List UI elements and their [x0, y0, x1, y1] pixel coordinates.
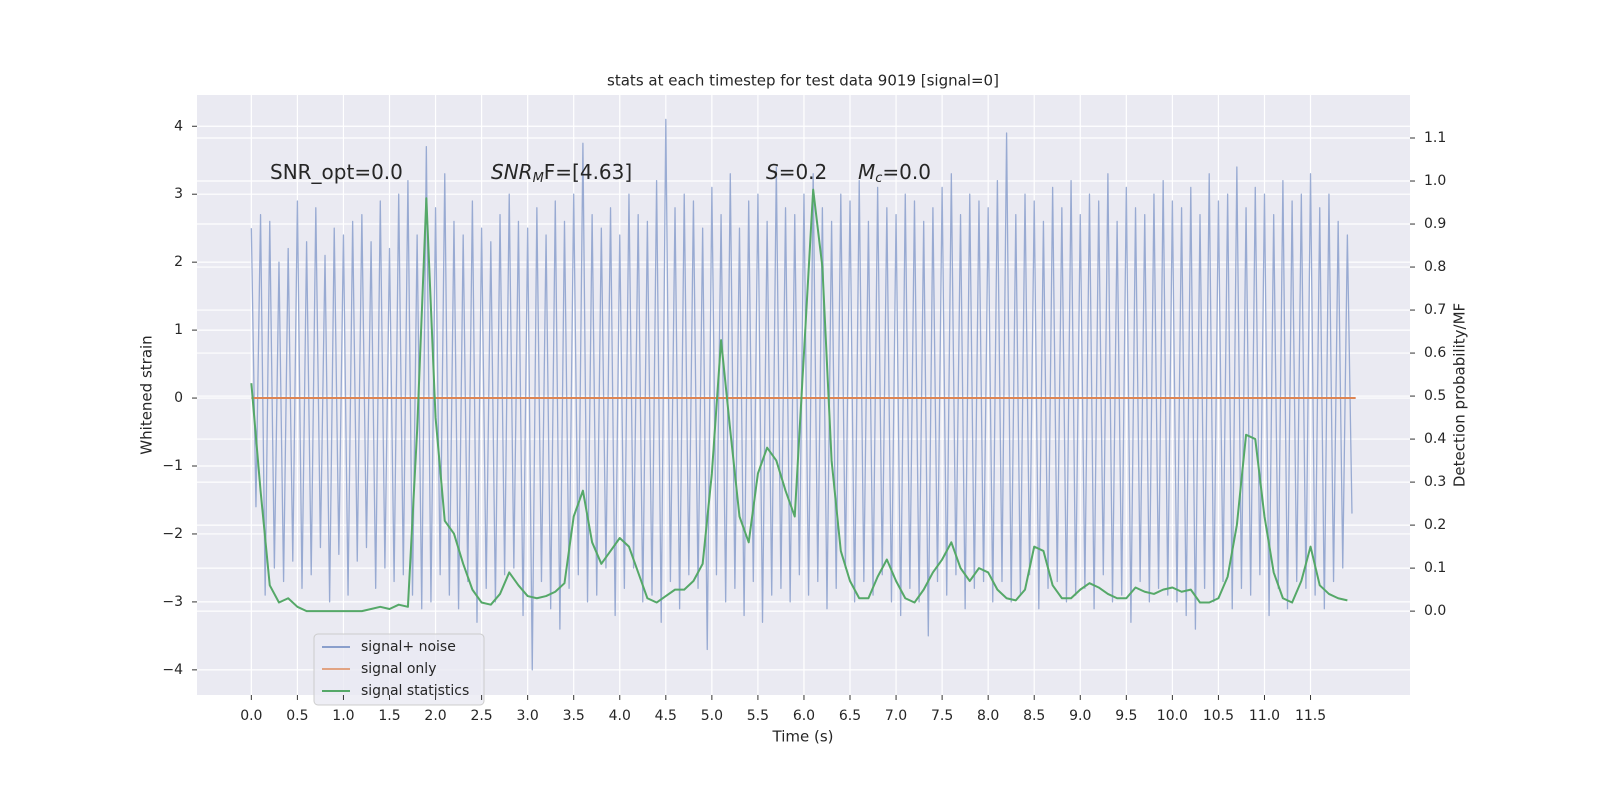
annotation: SNRMF=[4.63] [491, 160, 632, 186]
y-axis-label: Whitened strain [138, 335, 156, 454]
y-tick-label: 1 [174, 322, 183, 338]
series-line [250, 188, 1348, 613]
y2-tick-label: 0.3 [1424, 474, 1446, 490]
y-tick-label: −4 [162, 662, 183, 678]
annotation-subscript: M [533, 171, 544, 186]
x-tick-label: 6.0 [793, 708, 815, 724]
annotation: Mc=0.0 [858, 160, 931, 186]
x-tick-label: 0.0 [240, 708, 262, 724]
y2-tick-label: 0.0 [1424, 603, 1446, 619]
annotation-subscript: c [875, 171, 882, 186]
y2-tick-label: 0.7 [1424, 302, 1446, 318]
x-tick-label: 4.5 [655, 708, 677, 724]
y-tick-label: −3 [162, 594, 183, 610]
x-tick-label: 8.0 [977, 708, 999, 724]
x-tick-label: 9.5 [1115, 708, 1137, 724]
annotation-text: S [766, 160, 779, 184]
x-axis-label: Time (s) [772, 728, 834, 746]
annotation-text: =0.0 [882, 160, 931, 184]
y2-tick-label: 1.0 [1424, 173, 1446, 189]
legend: signal+ noise signal only signal statistic… [313, 633, 485, 706]
y2-tick-label: 0.1 [1424, 560, 1446, 576]
x-tick-label: 11.5 [1295, 708, 1326, 724]
x-tick-label: 7.5 [931, 708, 953, 724]
x-tick-label: 0.5 [286, 708, 308, 724]
legend-label: signal+ noise [361, 639, 456, 655]
y2-tick-label: 0.8 [1424, 259, 1446, 275]
annotation: SNR_opt=0.0 [270, 160, 403, 184]
y-tick-label: 2 [174, 254, 183, 270]
x-tick-label: 1.0 [332, 708, 354, 724]
x-tick-label: 8.5 [1023, 708, 1045, 724]
y2-tick-label: 0.9 [1424, 216, 1446, 232]
x-tick-label: 5.0 [701, 708, 723, 724]
x-tick-label: 7.0 [885, 708, 907, 724]
legend-box [313, 633, 485, 706]
x-tick-label: 2.5 [470, 708, 492, 724]
x-tick-label: 3.0 [517, 708, 539, 724]
x-tick-label: 3.5 [563, 708, 585, 724]
y2-tick-label: 0.4 [1424, 431, 1446, 447]
y-tick-label: −1 [162, 458, 183, 474]
y2-tick-label: 0.5 [1424, 388, 1446, 404]
x-tick-label: 4.0 [609, 708, 631, 724]
x-tick-label: 9.0 [1069, 708, 1091, 724]
x-tick-label: 1.5 [378, 708, 400, 724]
x-tick-label: 11.0 [1249, 708, 1280, 724]
y-tick-label: 3 [174, 186, 183, 202]
x-tick-label: 6.5 [839, 708, 861, 724]
y2-tick-label: 0.2 [1424, 517, 1446, 533]
x-tick-label: 10.0 [1157, 708, 1188, 724]
annotation: S=0.2 [766, 160, 827, 184]
marks [250, 118, 1356, 671]
x-tick-label: 10.5 [1203, 708, 1234, 724]
x-tick-label: 5.5 [747, 708, 769, 724]
legend-label: signal only [361, 661, 436, 677]
y-tick-label: −2 [162, 526, 183, 542]
y2-tick-label: 1.1 [1424, 130, 1446, 146]
y-tick-label: 4 [174, 118, 183, 134]
x-tick-label: 2.0 [424, 708, 446, 724]
y-tick-label: 0 [174, 390, 183, 406]
chart-title: stats at each timestep for test data 901… [607, 72, 999, 90]
annotation-text: M [858, 160, 875, 184]
annotation-text: SNR [491, 160, 533, 184]
y2-tick-label: 0.6 [1424, 345, 1446, 361]
annotation-text: F=[4.63] [544, 160, 632, 184]
annotation-text: =0.2 [779, 160, 828, 184]
legend-label: signal statistics [361, 683, 469, 699]
annotation-text: SNR_opt=0.0 [270, 160, 403, 184]
y2-axis-label: Detection probability/MF [1451, 303, 1469, 487]
